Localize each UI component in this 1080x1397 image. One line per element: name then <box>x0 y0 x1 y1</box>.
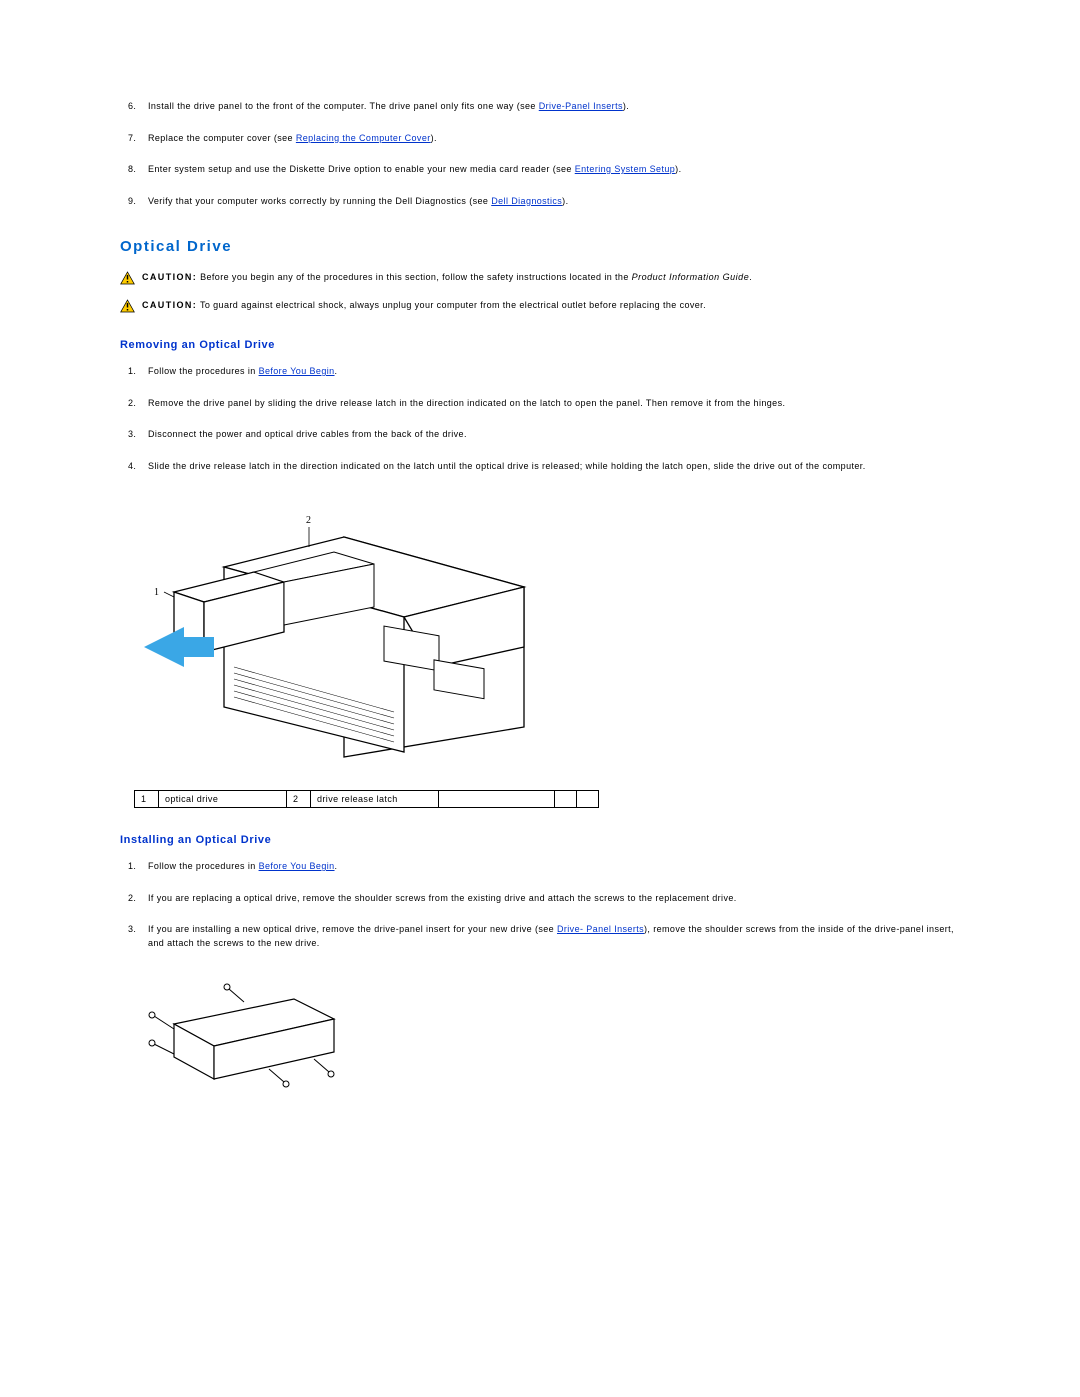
step-text: Follow the procedures in <box>148 366 259 376</box>
legend-num-2: 2 <box>287 791 311 808</box>
step-9: 9. Verify that your computer works corre… <box>120 195 970 209</box>
link-system-setup[interactable]: Entering System Setup <box>575 164 675 174</box>
step-number: 6. <box>128 100 136 114</box>
figure-chassis: 1 2 1 optical drive 2 drive release latc… <box>134 497 970 808</box>
page-content: 6. Install the drive panel to the front … <box>0 0 1080 1181</box>
step-7: 7. Replace the computer cover (see Repla… <box>120 132 970 146</box>
removing-step-3: 3. Disconnect the power and optical driv… <box>120 428 970 442</box>
step-text: Remove the drive panel by sliding the dr… <box>148 398 785 408</box>
legend-empty <box>439 791 555 808</box>
step-text-post: . <box>335 366 338 376</box>
step-text-post: ). <box>562 196 568 206</box>
step-number: 1. <box>128 365 136 379</box>
step-number: 1. <box>128 860 136 874</box>
chassis-illustration: 1 2 <box>134 497 554 777</box>
step-number: 9. <box>128 195 136 209</box>
step-text: Verify that your computer works correctl… <box>148 196 491 206</box>
step-6: 6. Install the drive panel to the front … <box>120 100 970 114</box>
step-text: Replace the computer cover (see <box>148 133 296 143</box>
step-number: 3. <box>128 428 136 442</box>
caution-label: CAUTION: <box>142 272 197 282</box>
link-before-you-begin[interactable]: Before You Begin <box>259 861 335 871</box>
caution-body-post: . <box>749 272 752 282</box>
step-text: Enter system setup and use the Diskette … <box>148 164 575 174</box>
callout-2: 2 <box>306 515 311 526</box>
drive-illustration <box>134 974 354 1104</box>
caution-body-pre: Before you begin any of the procedures i… <box>197 272 631 282</box>
installing-step-3: 3. If you are installing a new optical d… <box>120 923 970 950</box>
link-drive-panel-inserts[interactable]: Drive-Panel Inserts <box>539 101 623 111</box>
installing-step-2: 2. If you are replacing a optical drive,… <box>120 892 970 906</box>
section-heading-optical-drive: Optical Drive <box>120 238 970 255</box>
figure-legend-table: 1 optical drive 2 drive release latch <box>134 790 599 808</box>
removing-step-1: 1. Follow the procedures in Before You B… <box>120 365 970 379</box>
caution-text: CAUTION: Before you begin any of the pro… <box>142 271 752 284</box>
link-before-you-begin[interactable]: Before You Begin <box>259 366 335 376</box>
caution-label: CAUTION: <box>142 300 197 310</box>
step-number: 2. <box>128 892 136 906</box>
step-number: 3. <box>128 923 136 937</box>
caution-icon <box>120 299 135 313</box>
caution-text: CAUTION: To guard against electrical sho… <box>142 299 706 312</box>
step-text: Install the drive panel to the front of … <box>148 101 539 111</box>
caution-italic: Product Information Guide <box>632 272 750 282</box>
step-text-post: ). <box>675 164 681 174</box>
step-text: If you are replacing a optical drive, re… <box>148 893 737 903</box>
caution-1: CAUTION: Before you begin any of the pro… <box>120 271 970 285</box>
caution-icon <box>120 271 135 285</box>
subsection-installing: Installing an Optical Drive <box>120 834 970 846</box>
step-text: Slide the drive release latch in the dir… <box>148 461 866 471</box>
step-text-post: ). <box>623 101 629 111</box>
legend-num-1: 1 <box>135 791 159 808</box>
legend-label-1: optical drive <box>159 791 287 808</box>
step-text: Follow the procedures in <box>148 861 259 871</box>
removing-step-2: 2. Remove the drive panel by sliding the… <box>120 397 970 411</box>
step-text-post: ). <box>431 133 437 143</box>
subsection-removing: Removing an Optical Drive <box>120 339 970 351</box>
step-text-post: . <box>335 861 338 871</box>
step-8: 8. Enter system setup and use the Disket… <box>120 163 970 177</box>
removing-steps-list: 1. Follow the procedures in Before You B… <box>120 365 970 473</box>
step-number: 4. <box>128 460 136 474</box>
step-text: If you are installing a new optical driv… <box>148 924 557 934</box>
table-row: 1 optical drive 2 drive release latch <box>135 791 599 808</box>
installing-steps-list: 1. Follow the procedures in Before You B… <box>120 860 970 950</box>
removing-step-4: 4. Slide the drive release latch in the … <box>120 460 970 474</box>
top-steps-list: 6. Install the drive panel to the front … <box>120 100 970 208</box>
link-drive-panel-inserts[interactable]: Drive- Panel Inserts <box>557 924 644 934</box>
link-dell-diagnostics[interactable]: Dell Diagnostics <box>491 196 562 206</box>
step-text: Disconnect the power and optical drive c… <box>148 429 467 439</box>
callout-1: 1 <box>154 587 159 598</box>
legend-empty <box>577 791 599 808</box>
step-number: 7. <box>128 132 136 146</box>
link-replacing-cover[interactable]: Replacing the Computer Cover <box>296 133 431 143</box>
figure-drive-screws <box>134 974 970 1109</box>
caution-body-pre: To guard against electrical shock, alway… <box>197 300 706 310</box>
legend-empty <box>555 791 577 808</box>
caution-2: CAUTION: To guard against electrical sho… <box>120 299 970 313</box>
installing-step-1: 1. Follow the procedures in Before You B… <box>120 860 970 874</box>
step-number: 8. <box>128 163 136 177</box>
legend-label-2: drive release latch <box>311 791 439 808</box>
step-number: 2. <box>128 397 136 411</box>
